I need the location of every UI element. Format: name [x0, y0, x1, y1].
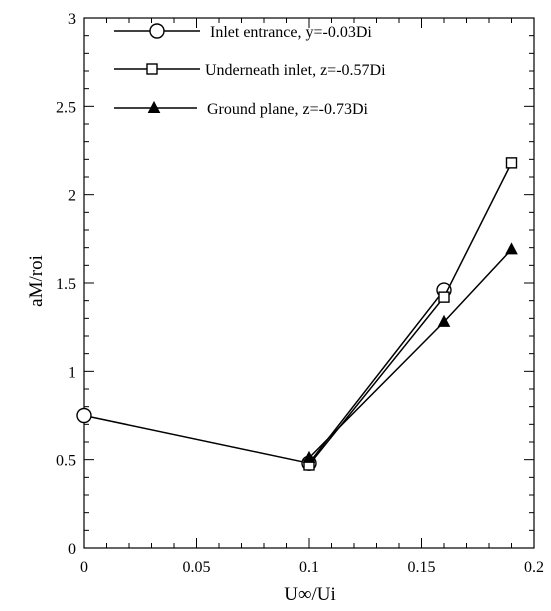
series-line: [308, 248, 513, 459]
x-tick-label: 0.2: [524, 559, 544, 576]
legend: Inlet entrance, y=-0.03Di Underneath inle…: [114, 23, 386, 118]
legend-label: Inlet entrance, y=-0.03Di: [210, 24, 372, 41]
legend-label: Ground plane, z=-0.73Di: [207, 101, 369, 118]
legend-marker: [146, 63, 158, 75]
x-tick-label: 0: [80, 559, 88, 576]
legend-entry: Inlet entrance, y=-0.03Di: [114, 23, 372, 41]
data-point: [438, 291, 450, 303]
y-tick-label: 0: [68, 541, 76, 558]
y-tick-label: 1.5: [56, 276, 76, 293]
legend-marker: [149, 23, 165, 39]
series-line: [308, 162, 513, 466]
data-point: [505, 157, 518, 169]
legend-entry: Ground plane, z=-0.73Di: [114, 100, 369, 118]
y-tick-label: 2: [68, 188, 76, 205]
legend-entry: Underneath inlet, z=-0.57Di: [114, 62, 386, 79]
y-tick-label: 3: [68, 11, 76, 28]
y-axis-label: aM/roi: [26, 255, 47, 307]
legend-marker: [147, 100, 161, 113]
series-group: [76, 157, 518, 471]
y-tick-label: 0.5: [56, 453, 76, 470]
data-point: [505, 242, 518, 255]
x-axis-label: U∞/Ui: [284, 584, 336, 605]
legend-label: Underneath inlet, z=-0.57Di: [205, 62, 386, 79]
data-point: [437, 314, 451, 327]
series-triangle: [302, 242, 518, 463]
y-tick-label: 2.5: [56, 99, 76, 116]
data-point: [76, 407, 92, 424]
y-tick-label: 1: [68, 364, 76, 381]
series-circle: [76, 282, 452, 471]
series-square: [303, 157, 518, 471]
data-point: [302, 450, 316, 463]
x-tick-label: 0.1: [299, 559, 319, 576]
x-tick-label: 0.15: [408, 559, 436, 576]
y-axis-ticks: 0 0.5 1 1.5 2 2.5 3: [56, 11, 534, 558]
x-tick-label: 0.05: [183, 559, 211, 576]
x-axis-ticks: 0 0.05 0.1 0.15 0.2: [80, 18, 544, 576]
